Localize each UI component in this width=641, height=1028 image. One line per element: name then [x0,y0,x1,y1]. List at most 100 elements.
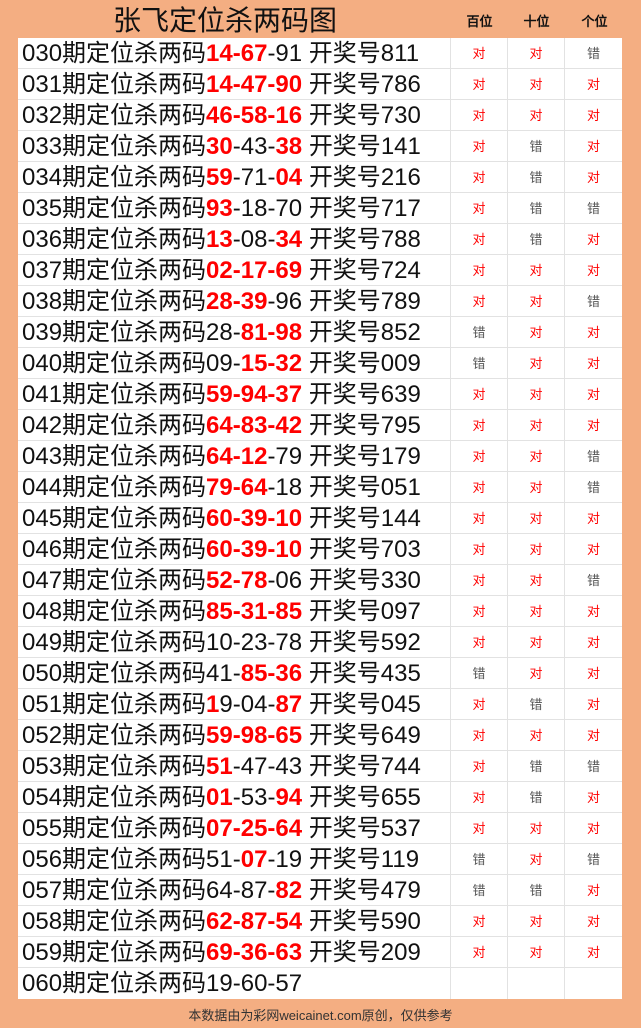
numbers: -47-43 [232,753,303,780]
result-tens: 对 [508,69,565,99]
draw-number: 097 [380,598,421,625]
result-tens: 错 [508,131,565,161]
numbers: 41- [206,660,241,687]
result-tens: 对 [508,813,565,843]
table-row: 041期定位杀两码59-94-37 开奖号639 对对对 [18,379,622,410]
result-units: 对 [586,666,600,681]
result-units: 对 [586,232,600,247]
label-draw: 开奖号 [308,598,381,625]
prediction-text: 041期定位杀两码59-94-37 开奖号639 [18,379,451,409]
draw-number: 435 [380,660,421,687]
result-tens: 对 [508,596,565,626]
table-row: 054期定位杀两码01-53-94 开奖号655 对错对 [18,782,622,813]
result-units: 错 [586,573,600,588]
label-draw: 开奖号 [308,877,381,904]
label-draw: 开奖号 [308,40,381,67]
result-tens: 错 [508,224,565,254]
label-kill-two: 期定位杀两码 [62,40,207,67]
result-hundreds: 对 [451,782,508,812]
numbers: -43- [232,133,276,160]
result-units: 对 [586,914,600,929]
issue-number: 046 [22,536,63,563]
result-units [565,968,622,999]
numbers: -19 [267,846,303,873]
issue-number: 035 [22,195,63,222]
result-tens: 对 [508,348,565,378]
result-hundreds: 对 [451,472,508,502]
hit-numbers: 87 [275,691,303,718]
draw-number: 789 [380,288,421,315]
result-units: 对 [586,139,600,154]
label-kill-two: 期定位杀两码 [62,753,207,780]
hit-numbers: 13 [206,226,233,253]
draw-number: 786 [380,71,421,98]
hit-numbers: 15-32 [240,350,303,377]
table-row: 058期定位杀两码62-87-54 开奖号590 对对对 [18,906,622,937]
draw-number: 537 [380,815,421,842]
issue-number: 041 [22,381,63,408]
hit-numbers: 79-64 [206,474,268,501]
draw-number: 592 [380,629,421,656]
draw-number: 330 [380,567,421,594]
result-units: 对 [586,511,600,526]
label-kill-two: 期定位杀两码 [62,505,207,532]
label-kill-two: 期定位杀两码 [62,660,207,687]
draw-number: 811 [380,40,420,67]
result-tens: 对 [508,100,565,130]
result-units: 对 [586,263,600,278]
result-tens: 对 [508,38,565,68]
prediction-table: 030期定位杀两码14-67-91 开奖号811 对对错 031期定位杀两码14-4… [18,38,622,999]
prediction-text: 053期定位杀两码51-47-43 开奖号744 [18,751,451,781]
table-row: 047期定位杀两码52-78-06 开奖号330 对对错 [18,565,622,596]
label-kill-two: 期定位杀两码 [62,846,207,873]
issue-number: 056 [22,846,63,873]
result-tens [508,968,565,999]
numbers: 09- [206,350,241,377]
result-units: 错 [586,449,600,464]
prediction-text: 035期定位杀两码93-18-70 开奖号717 [18,193,451,223]
result-units: 对 [586,697,600,712]
draw-number: 009 [380,350,421,377]
prediction-text: 031期定位杀两码14-47-90 开奖号786 [18,69,451,99]
label-kill-two: 期定位杀两码 [62,226,207,253]
prediction-text: 045期定位杀两码60-39-10 开奖号144 [18,503,451,533]
table-row: 048期定位杀两码85-31-85 开奖号097 对对对 [18,596,622,627]
result-units: 对 [586,604,600,619]
result-tens: 错 [508,782,565,812]
result-units: 对 [586,542,600,557]
label-draw: 开奖号 [308,474,381,501]
table-row: 049期定位杀两码10-23-78 开奖号592 对对对 [18,627,622,658]
issue-number: 037 [22,257,63,284]
draw-number: 724 [380,257,421,284]
label-draw: 开奖号 [308,71,381,98]
result-tens: 对 [508,410,565,440]
issue-number: 047 [22,567,63,594]
label-draw: 开奖号 [308,753,381,780]
result-hundreds: 错 [451,844,508,874]
result-hundreds: 错 [451,658,508,688]
issue-number: 031 [22,71,63,98]
label-kill-two: 期定位杀两码 [62,877,207,904]
result-units: 对 [586,635,600,650]
result-hundreds: 对 [451,596,508,626]
table-row: 034期定位杀两码59-71-04 开奖号216 对错对 [18,162,622,193]
table-row: 057期定位杀两码64-87-82 开奖号479 错错对 [18,875,622,906]
result-units: 错 [586,759,600,774]
issue-number: 036 [22,226,63,253]
prediction-text: 056期定位杀两码51-07-19 开奖号119 [18,844,451,874]
result-units: 对 [586,77,600,92]
draw-number: 717 [380,195,421,222]
result-hundreds [451,968,508,999]
label-kill-two: 期定位杀两码 [62,691,207,718]
label-kill-two: 期定位杀两码 [62,381,207,408]
column-header-units: 个位 [581,14,608,29]
issue-number: 057 [22,877,63,904]
label-kill-two: 期定位杀两码 [62,443,207,470]
draw-number: 655 [380,784,421,811]
hit-numbers: 28-39 [206,288,268,315]
result-hundreds: 对 [451,627,508,657]
table-row: 038期定位杀两码28-39-96 开奖号789 对对错 [18,286,622,317]
label-kill-two: 期定位杀两码 [62,598,207,625]
table-row: 046期定位杀两码60-39-10 开奖号703 对对对 [18,534,622,565]
prediction-text: 044期定位杀两码79-64-18 开奖号051 [18,472,451,502]
